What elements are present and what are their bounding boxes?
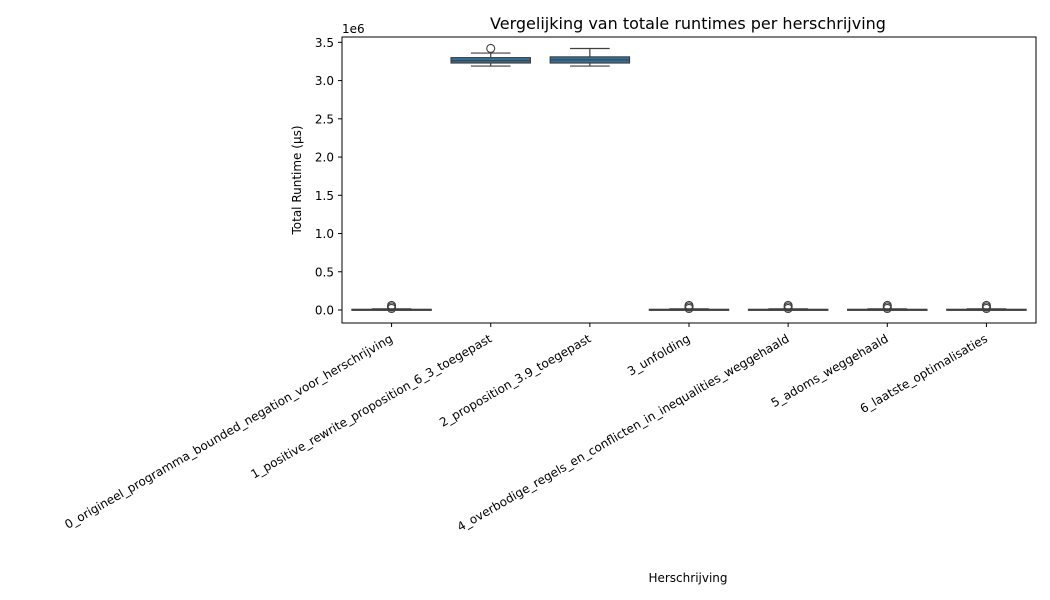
y-tick-label: 2.0 [315,151,334,165]
x-tick-label: 0_origineel_programma_bounded_negation_v… [62,331,395,531]
x-axis-label: Herschrijving [648,571,727,585]
outlier-point [783,300,793,310]
x-tick-label: 3_unfolding [625,331,693,378]
y-tick-label: 0.5 [315,265,334,279]
y-tick-label: 1.0 [315,227,334,241]
x-tick-label: 4_overbodige_regels_en_conflicten_in_ine… [455,331,792,534]
y-tick-label: 0.0 [315,304,334,318]
y-tick-label: 3.0 [315,74,334,88]
y-tick-label: 3.5 [315,36,334,50]
y-tick-label: 2.5 [315,112,334,126]
chart-title: Vergelijking van totale runtimes per her… [490,14,886,33]
outlier-point [684,300,694,310]
y-tick-label: 1.5 [315,189,334,203]
outlier-point [882,300,892,310]
y-offset-text: 1e6 [342,22,365,36]
outlier-point [981,300,991,310]
plot-area: 0.0 0.5 1.0 1.5 2.0 2.5 3.0 3.5 0_origineel_prog… [62,36,1037,534]
outlier-point [387,300,397,310]
y-axis-label: Total Runtime (µs) [290,125,304,235]
outlier-point [486,43,496,54]
axes-frame [341,36,1037,324]
